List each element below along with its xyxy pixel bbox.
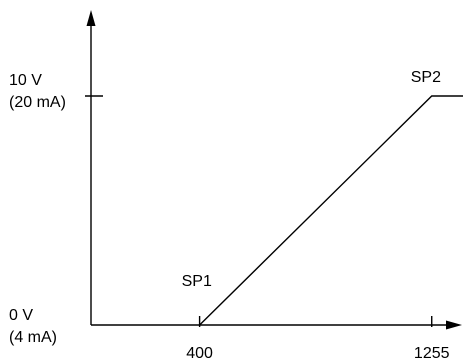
series-line-0 xyxy=(199,95,463,326)
y-tick-label-0: 0 V (4 mA) xyxy=(9,307,57,346)
annotation-sp1: SP1 xyxy=(182,273,212,290)
labels: 400 1255 0 V (4 mA) 10 V (20 mA) SP1 SP2 xyxy=(9,69,450,362)
y-tick-label-0-line-1: (4 mA) xyxy=(9,329,57,346)
y-tick-label-1: 10 V (20 mA) xyxy=(9,72,66,111)
annotation-sp2: SP2 xyxy=(411,69,441,86)
ticks xyxy=(85,95,433,327)
y-tick-label-1-line-0: 10 V xyxy=(9,72,42,89)
x-axis-arrow xyxy=(446,320,462,330)
series xyxy=(199,95,463,326)
axes xyxy=(86,10,462,330)
x-tick-label-1: 1255 xyxy=(414,345,450,362)
y-tick-label-1-line-1: (20 mA) xyxy=(9,94,66,111)
y-tick-label-0-line-0: 0 V xyxy=(9,307,33,324)
y-axis-arrow xyxy=(86,10,96,26)
x-tick-label-0: 400 xyxy=(186,345,213,362)
